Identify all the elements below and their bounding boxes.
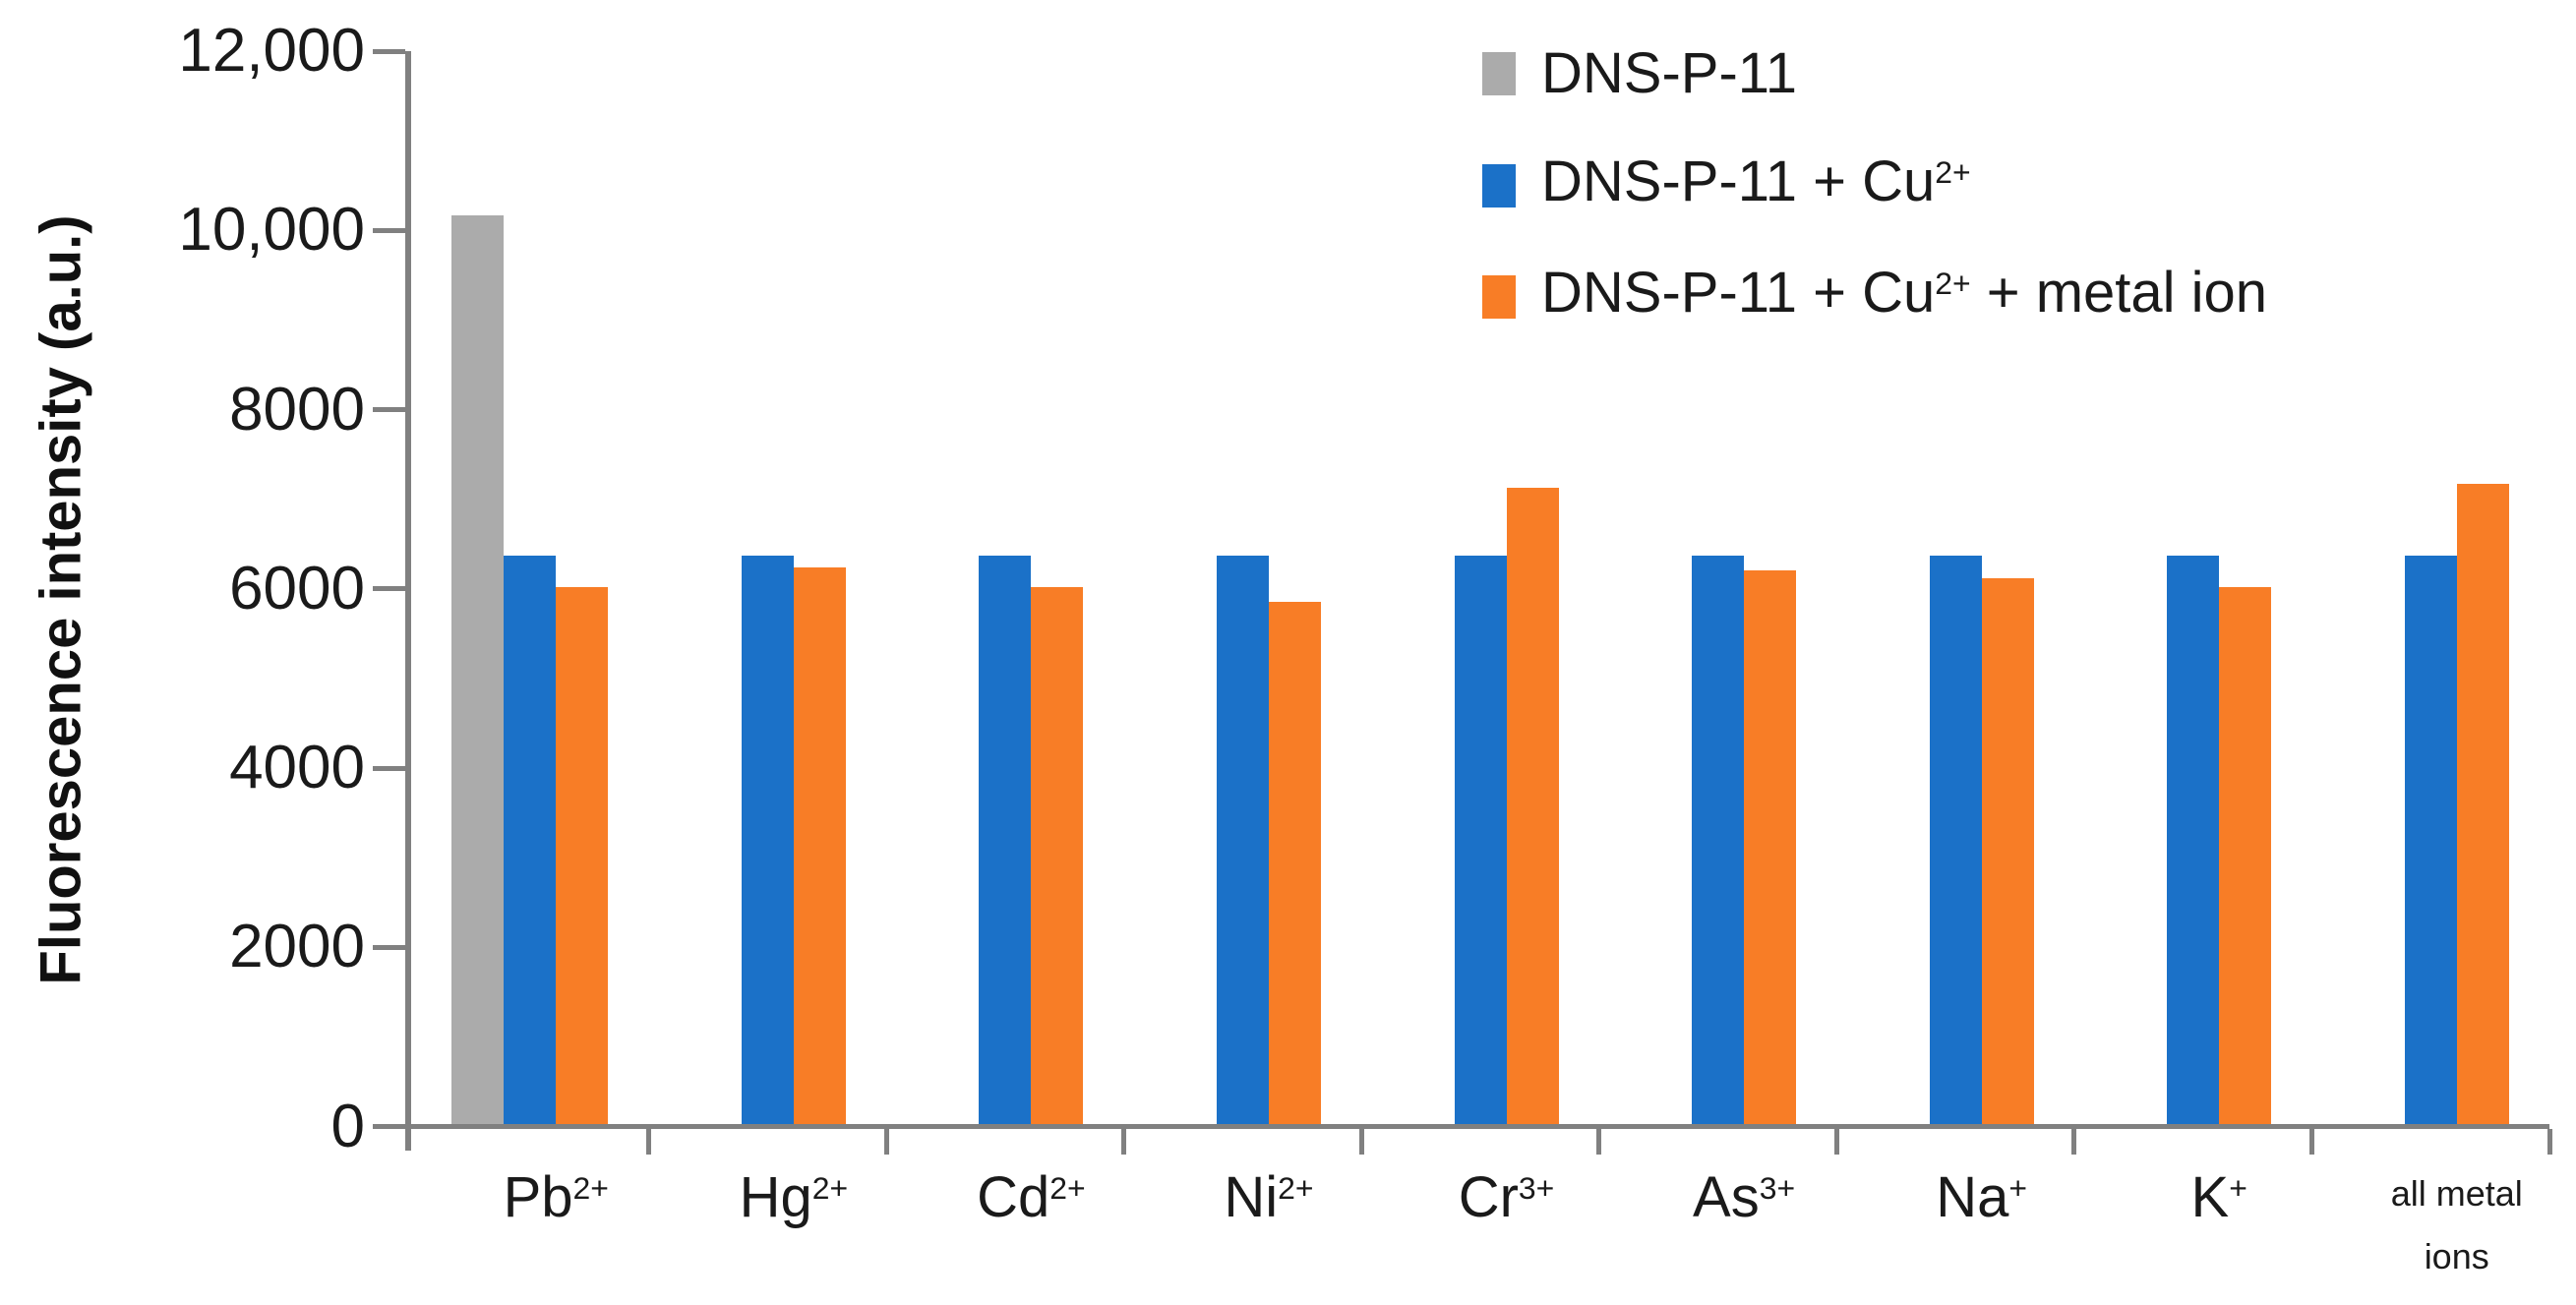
bar	[2404, 555, 2457, 1129]
superscript: 2+	[1049, 1170, 1086, 1207]
label-text: Na	[1936, 1165, 2009, 1229]
x-axis-tick	[883, 1129, 889, 1155]
y-axis-tick	[373, 944, 405, 950]
label-text: Cd	[977, 1165, 1050, 1229]
bar	[1268, 602, 1321, 1129]
bar	[1744, 570, 1797, 1129]
x-category-label: As3+	[1587, 1166, 1901, 1237]
x-category-label: Cd2+	[873, 1166, 1188, 1237]
y-axis-line	[405, 51, 411, 1151]
label-text: DNS-P-11 + Cu	[1541, 149, 1936, 213]
x-axis-tick	[1833, 1129, 1839, 1155]
bar	[793, 566, 846, 1129]
bar	[1506, 488, 1559, 1129]
bar	[1031, 586, 1084, 1129]
y-tick-label: 10,000	[178, 196, 365, 265]
y-tick-label: 6000	[229, 554, 365, 623]
legend-item: DNS-P-11 + Cu2+	[1482, 152, 1971, 215]
label-text: DNS-P-11	[1541, 41, 1797, 105]
bar	[1216, 555, 1269, 1129]
superscript: 2+	[1935, 266, 1971, 302]
superscript: 2+	[1278, 1170, 1314, 1207]
y-tick-label: 12,000	[178, 17, 365, 85]
x-axis-tick	[1596, 1129, 1602, 1155]
bar	[979, 555, 1032, 1129]
x-category-label: Pb2+	[398, 1166, 713, 1237]
y-axis-tick	[373, 586, 405, 592]
legend-swatch	[1482, 52, 1516, 95]
bar	[1929, 555, 1982, 1129]
superscript: 3+	[1759, 1170, 1796, 1207]
y-tick-label: 2000	[229, 913, 365, 981]
label-text: Ni	[1224, 1165, 1279, 1229]
superscript: 2+	[811, 1170, 849, 1207]
label-text: + metal ion	[1970, 261, 2268, 325]
label-text: Pb	[503, 1165, 573, 1229]
y-tick-label: 4000	[229, 734, 365, 801]
y-axis-tick	[373, 765, 405, 771]
label-text: DNS-P-11 + Cu	[1541, 261, 1936, 325]
x-axis-tick	[1358, 1129, 1364, 1155]
x-category-label: K+	[2062, 1166, 2376, 1237]
legend-label: DNS-P-11 + Cu2+ + metal ion	[1541, 264, 2267, 330]
bar	[1981, 577, 2034, 1129]
superscript: 3+	[1518, 1170, 1555, 1207]
superscript: +	[2229, 1170, 2247, 1207]
bar	[2456, 483, 2509, 1129]
x-axis-tick	[2308, 1129, 2314, 1155]
y-axis-tick	[373, 407, 405, 412]
x-axis-tick	[646, 1129, 652, 1155]
superscript: 2+	[572, 1170, 609, 1207]
x-category-label: Cr3+	[1349, 1166, 1664, 1237]
bar	[451, 214, 505, 1129]
y-axis-tick	[373, 1124, 405, 1129]
legend-label: DNS-P-11	[1541, 44, 1797, 103]
x-axis-tick	[1121, 1129, 1127, 1155]
bar	[504, 555, 557, 1129]
legend-swatch	[1482, 275, 1516, 319]
legend-item: DNS-P-11	[1482, 44, 1797, 103]
x-axis-tick	[2546, 1129, 2552, 1155]
bar	[741, 555, 794, 1129]
y-axis-tick	[373, 227, 405, 233]
legend-swatch	[1482, 164, 1516, 208]
x-axis-tick	[2071, 1129, 2077, 1155]
bar	[1692, 555, 1745, 1129]
y-tick-label: 0	[330, 1092, 365, 1160]
legend-label: DNS-P-11 + Cu2+	[1541, 152, 1971, 219]
x-category-label: Na+	[1825, 1166, 2139, 1237]
label-line: all metal	[2390, 1173, 2523, 1214]
bar	[2219, 586, 2272, 1129]
bar	[2167, 555, 2220, 1129]
label-text: K	[2190, 1165, 2230, 1229]
label-text: Hg	[739, 1165, 812, 1229]
y-axis-tick	[373, 48, 405, 54]
label-text: As	[1693, 1165, 1760, 1229]
x-category-label: Ni2+	[1111, 1166, 1426, 1237]
bar	[1454, 555, 1507, 1129]
legend-item: DNS-P-11 + Cu2+ + metal ion	[1482, 264, 2267, 326]
y-tick-label: 8000	[229, 375, 365, 444]
label-text: Cr	[1458, 1165, 1519, 1229]
superscript: 2+	[1935, 154, 1971, 191]
superscript: +	[2008, 1170, 2027, 1207]
x-category-label: Hg2+	[636, 1166, 951, 1237]
label-line: ions	[2424, 1236, 2489, 1276]
x-category-label: all metal ions	[2300, 1162, 2576, 1288]
x-axis-line	[405, 1124, 2549, 1129]
bar	[556, 586, 609, 1129]
